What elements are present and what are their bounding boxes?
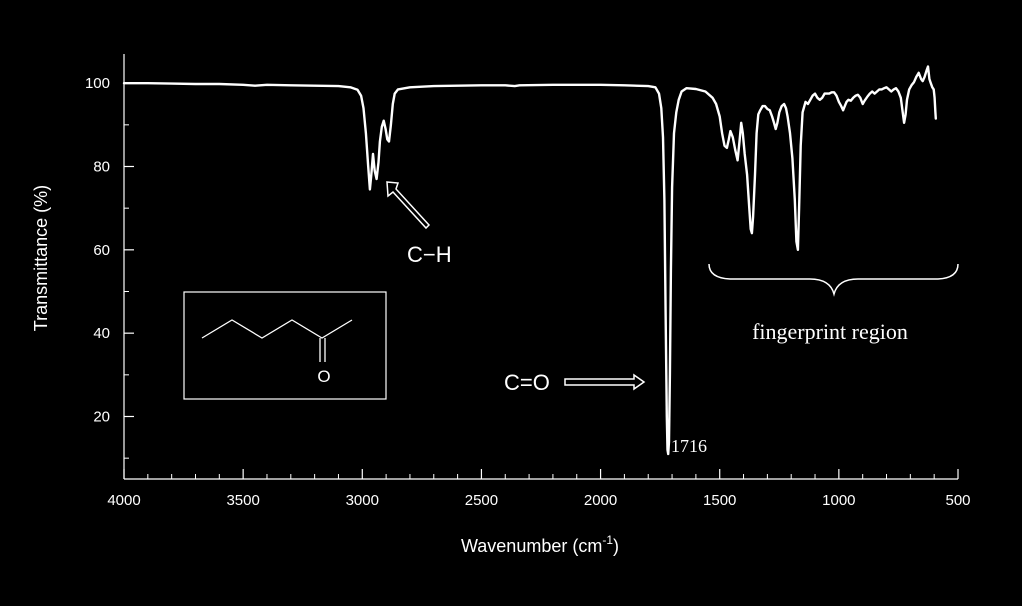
y-ticks: 100 80 60 40 20: [85, 75, 134, 459]
x-tick-label: 3500: [226, 492, 259, 509]
molecule-oxygen-label: O: [317, 367, 330, 386]
x-axis-title: Wavenumber (cm-1): [461, 533, 619, 556]
x-tick-label: 1000: [822, 492, 855, 509]
co-label: C=O: [504, 370, 550, 395]
x-tick-label: 4000: [107, 492, 140, 509]
x-tick-label: 500: [945, 492, 970, 509]
fingerprint-label: fingerprint region: [752, 319, 908, 344]
molecule-box: [183, 291, 387, 400]
x-tick-label: 2500: [465, 492, 498, 509]
x-ticks: 4000 3500 3000 2500 2000 1500 1000 500: [107, 469, 971, 509]
y-tick-label: 20: [93, 409, 110, 426]
x-tick-label: 2000: [584, 492, 617, 509]
x-axis-title-superscript: -1: [602, 533, 613, 547]
peak-label-1716: 1716: [671, 436, 707, 456]
x-tick-label: 1500: [703, 492, 736, 509]
y-axis-title: Transmittance (%): [31, 185, 51, 331]
y-tick-label: 40: [93, 325, 110, 342]
ch-label: C−H: [407, 242, 452, 267]
molecule-skeleton: [201, 319, 353, 339]
y-tick-label: 80: [93, 159, 110, 176]
co-arrow: [564, 373, 646, 391]
spectrum-line: [122, 65, 937, 456]
fingerprint-brace: [708, 263, 959, 297]
ch-arrow: [386, 181, 431, 230]
x-tick-label: 3000: [346, 492, 379, 509]
y-tick-label: 100: [85, 75, 110, 92]
y-tick-label: 60: [93, 242, 110, 259]
